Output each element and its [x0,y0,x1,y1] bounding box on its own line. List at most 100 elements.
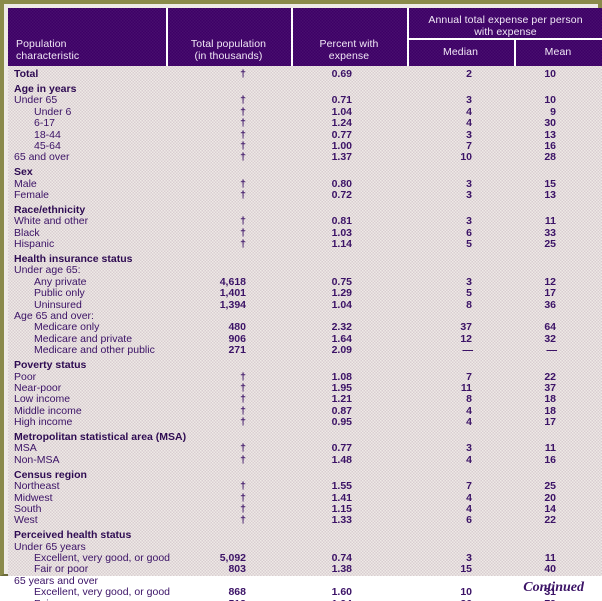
cell-mean: 10 [544,94,556,107]
cell-median: 37 [460,321,472,334]
table-row: Female † 0.72 3 13 [8,189,602,201]
cell-median: 3 [466,128,472,141]
header-divider-1 [166,8,168,66]
cell-median: 6 [466,514,472,527]
table-row: Excellent, very good, or good 868 1.60 10 31 [8,586,602,599]
cell-mean: 31 [544,586,556,599]
cell-percent-with-expense: 2.32 [331,321,352,334]
cell-percent-with-expense: 0.80 [331,177,352,190]
cell-percent-with-expense: 1.41 [331,491,352,504]
table-row: Middle income † 0.87 4 18 [8,404,602,417]
table-row: Non-MSA † 1.48 4 16 [8,454,602,466]
cell-median: 3 [466,215,472,228]
row-label: Medicare and private [34,332,133,345]
table-subsection-header: Age 65 and over: [8,310,602,322]
table-subsection-header: 65 years and over [8,574,602,587]
table-row: Fair or poor 513 1.94 26 79 [8,598,602,601]
cell-total-population: † [240,177,246,190]
row-label: Fair or poor [34,598,88,601]
table-row: Male † 0.80 3 15 [8,177,602,190]
row-label: Public only [34,287,85,300]
header-divider-4 [514,38,516,66]
table-row: 65 and over † 1.37 10 28 [8,151,602,164]
cell-percent-with-expense: 0.77 [331,128,352,141]
row-label: 65 years and over [14,574,99,587]
cell-total-population: † [240,215,246,228]
row-label: White and other [14,215,89,228]
cell-median: 6 [466,226,472,239]
table-row: Medicare only 480 2.32 37 64 [8,321,602,334]
table-row: Low income † 1.21 8 18 [8,393,602,406]
row-label: Near-poor [14,381,62,394]
cell-median: 4 [466,404,472,417]
cell-median: 8 [466,393,472,406]
table-section-header: Perceived health status [8,529,602,542]
column-header-percent-line1: Percent with [319,38,379,50]
column-group-header-line2: with expense [474,26,537,38]
cell-median: 10 [460,151,472,164]
cell-mean: 18 [544,393,556,406]
row-label: Age 65 and over: [14,310,94,322]
cell-median: 7 [466,139,472,152]
cell-mean: 14 [544,502,556,515]
row-label: Medicare and other public [34,344,155,357]
cell-total-population: † [240,502,246,515]
cell-total-population: 1,401 [219,287,246,300]
table-row: Northeast † 1.55 7 25 [8,480,602,493]
row-label: Excellent, very good, or good [34,586,170,599]
cell-mean: 11 [544,552,556,564]
cell-median: 4 [466,502,472,515]
cell-percent-with-expense: 1.55 [331,480,352,493]
row-label: Excellent, very good, or good [34,552,170,564]
row-label: Perceived health status [14,529,132,542]
row-label: 6-17 [34,117,56,130]
cell-median: 7 [466,370,472,383]
cell-percent-with-expense: 1.95 [331,381,352,394]
column-header-characteristic-line2: characteristic [16,50,80,62]
table-row: Fair or poor 803 1.38 15 40 [8,563,602,576]
cell-percent-with-expense: 0.69 [331,68,352,80]
cell-mean: 28 [544,151,556,164]
table-row: 45-64 † 1.00 7 16 [8,139,602,152]
table-section-header: Sex [8,166,602,178]
cell-percent-with-expense: 0.81 [331,215,352,228]
table-section-header: Health insurance status [8,253,602,265]
cell-percent-with-expense: 1.38 [331,563,352,576]
cell-percent-with-expense: 1.29 [331,287,352,300]
cell-mean: 20 [544,491,556,504]
cell-percent-with-expense: 1.24 [331,117,352,130]
cell-percent-with-expense: 1.60 [331,586,352,599]
row-label: Hispanic [14,238,55,251]
row-label: Poverty status [14,359,87,372]
cell-percent-with-expense: 1.33 [331,514,352,527]
cell-total-population: † [240,105,246,118]
table-row: 18-44 † 0.77 3 13 [8,128,602,141]
cell-mean: 17 [544,287,556,300]
row-label: Uninsured [34,298,82,311]
cell-mean: 11 [544,215,556,228]
cell-total-population: † [240,139,246,152]
cell-total-population: † [240,189,246,201]
row-label: South [14,502,42,515]
cell-total-population: 271 [228,344,246,357]
row-label: MSA [14,442,37,455]
cell-median: 3 [466,177,472,190]
cell-total-population: 4,618 [219,275,246,288]
cell-percent-with-expense: 0.77 [331,442,352,455]
row-label: Poor [14,370,37,383]
cell-percent-with-expense: 2.09 [331,344,352,357]
column-header-mean: Mean [514,46,602,58]
table-row: Under 65 † 0.71 3 10 [8,94,602,107]
row-label: 18-44 [34,128,61,141]
row-label: Low income [14,393,71,406]
cell-total-population: † [240,442,246,455]
cell-percent-with-expense: 1.94 [270,598,352,601]
cell-percent-with-expense: 0.74 [331,552,352,564]
cell-percent-with-expense: 1.21 [331,393,352,406]
cell-total-population: 803 [228,563,246,576]
row-label: Under 6 [34,105,72,118]
table-row: MSA † 0.77 3 11 [8,442,602,455]
row-label: Any private [34,275,87,288]
cell-mean: 13 [544,189,556,201]
